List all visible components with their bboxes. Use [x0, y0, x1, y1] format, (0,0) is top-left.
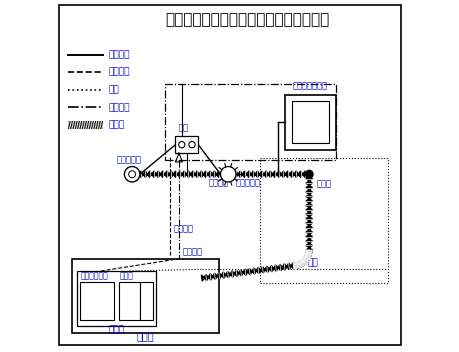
- Circle shape: [124, 166, 140, 182]
- Text: 控制台: 控制台: [108, 325, 124, 334]
- Text: 接地线: 接地线: [108, 120, 124, 130]
- Bar: [72, 259, 219, 333]
- Bar: [119, 282, 140, 320]
- Polygon shape: [302, 257, 308, 263]
- Text: 绝缘子陡波冲击试验系统接线布置示意图: 绝缘子陡波冲击试验系统接线布置示意图: [165, 12, 329, 27]
- Polygon shape: [297, 262, 300, 268]
- Polygon shape: [305, 251, 312, 254]
- Polygon shape: [305, 252, 311, 256]
- Polygon shape: [292, 263, 295, 269]
- Text: 光纤: 光纤: [108, 85, 119, 94]
- Text: 球化间隙: 球化间隙: [208, 179, 229, 188]
- Text: 控制电缆: 控制电缆: [108, 103, 130, 112]
- Text: 测量电缆: 测量电缆: [108, 68, 130, 77]
- Circle shape: [220, 166, 235, 182]
- Text: 试品: 试品: [178, 124, 188, 133]
- Polygon shape: [304, 254, 311, 258]
- Bar: [291, 101, 328, 143]
- Text: 电阻分压器: 电阻分压器: [116, 156, 141, 165]
- Bar: [80, 282, 113, 320]
- Polygon shape: [305, 250, 312, 252]
- Polygon shape: [303, 255, 310, 259]
- Text: 测量电缆: 测量电缆: [174, 224, 193, 233]
- Circle shape: [305, 170, 313, 178]
- Polygon shape: [295, 262, 298, 269]
- Text: 采集器: 采集器: [119, 272, 134, 281]
- Polygon shape: [303, 256, 309, 261]
- Text: 控制器: 控制器: [81, 288, 95, 297]
- Bar: [259, 158, 387, 283]
- Bar: [77, 271, 156, 326]
- Text: 接地点: 接地点: [315, 180, 330, 189]
- Text: 冲击发生器本体: 冲击发生器本体: [292, 82, 327, 91]
- Text: 控制电缆: 控制电缆: [182, 247, 202, 256]
- Bar: [140, 282, 152, 320]
- Polygon shape: [301, 258, 307, 264]
- Text: 控制室: 控制室: [136, 331, 154, 341]
- Polygon shape: [305, 174, 312, 250]
- Polygon shape: [201, 263, 293, 281]
- Bar: [284, 95, 335, 150]
- Text: 电容分压器: 电容分压器: [235, 179, 260, 188]
- Bar: [164, 84, 335, 160]
- Text: 高压引线: 高压引线: [108, 50, 130, 59]
- Polygon shape: [299, 260, 304, 266]
- Text: 光纤: 光纤: [307, 259, 318, 268]
- Polygon shape: [294, 262, 297, 269]
- Text: 计算机及软件: 计算机及软件: [80, 272, 108, 281]
- Polygon shape: [136, 171, 308, 177]
- Bar: [175, 136, 198, 153]
- Text: 保护元件: 保护元件: [81, 300, 100, 309]
- Polygon shape: [300, 259, 305, 265]
- Polygon shape: [298, 261, 302, 267]
